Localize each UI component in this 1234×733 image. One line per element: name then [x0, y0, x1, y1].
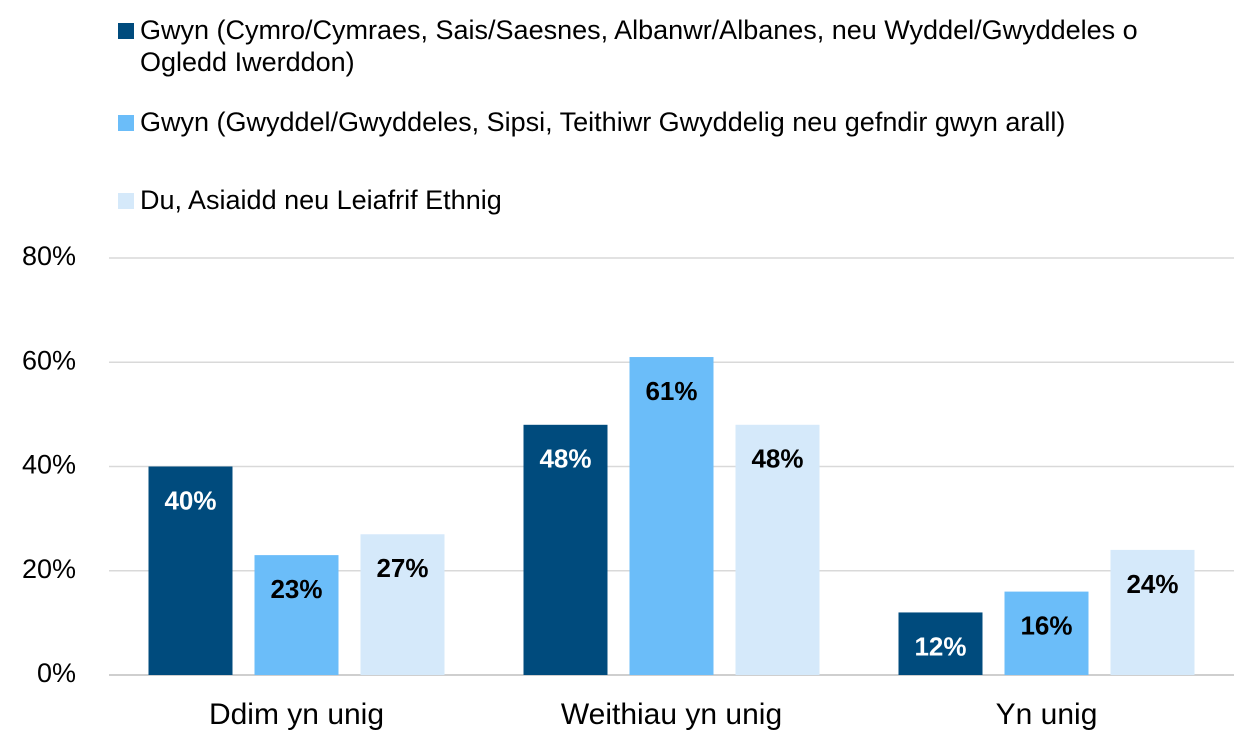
x-tick-label: Ddim yn unig	[209, 698, 384, 731]
bar	[898, 612, 983, 675]
y-tick-label: 40%	[22, 450, 76, 480]
bar	[629, 357, 714, 675]
bar	[523, 424, 608, 675]
legend-label: Gwyn (Gwyddel/Gwyddeles, Sipsi, Teithiwr…	[140, 107, 1066, 137]
data-label: 48%	[751, 444, 803, 474]
x-tick-label: Weithiau yn unig	[561, 698, 782, 731]
bar	[254, 555, 339, 675]
y-tick-label: 60%	[22, 345, 76, 375]
legend-swatch	[118, 115, 134, 131]
legend-item: Gwyn (Cymro/Cymraes, Sais/Saesnes, Alban…	[118, 14, 1178, 78]
y-tick-label: 20%	[22, 554, 76, 584]
data-label: 40%	[164, 485, 216, 515]
data-label: 23%	[270, 574, 322, 604]
legend-swatch	[118, 193, 134, 209]
bar	[360, 534, 445, 675]
bar	[148, 466, 233, 675]
data-label: 24%	[1126, 569, 1178, 599]
legend-label: Du, Asiaidd neu Leiafrif Ethnig	[140, 185, 502, 215]
bar	[1110, 549, 1195, 675]
data-label: 12%	[914, 631, 966, 661]
x-tick-label: Yn unig	[996, 698, 1098, 731]
legend-item: Gwyn (Gwyddel/Gwyddeles, Sipsi, Teithiwr…	[118, 106, 1178, 138]
data-label: 48%	[539, 444, 591, 474]
bar	[735, 424, 820, 675]
data-label: 61%	[645, 376, 697, 406]
data-label: 16%	[1020, 610, 1072, 640]
bar	[1004, 591, 1089, 675]
data-label: 27%	[376, 553, 428, 583]
legend-swatch	[118, 23, 134, 39]
y-tick-label: 80%	[22, 241, 76, 271]
legend-item: Du, Asiaidd neu Leiafrif Ethnig	[118, 184, 1178, 216]
legend-label: Gwyn (Cymro/Cymraes, Sais/Saesnes, Alban…	[140, 15, 1138, 77]
y-tick-label: 0%	[37, 658, 76, 688]
